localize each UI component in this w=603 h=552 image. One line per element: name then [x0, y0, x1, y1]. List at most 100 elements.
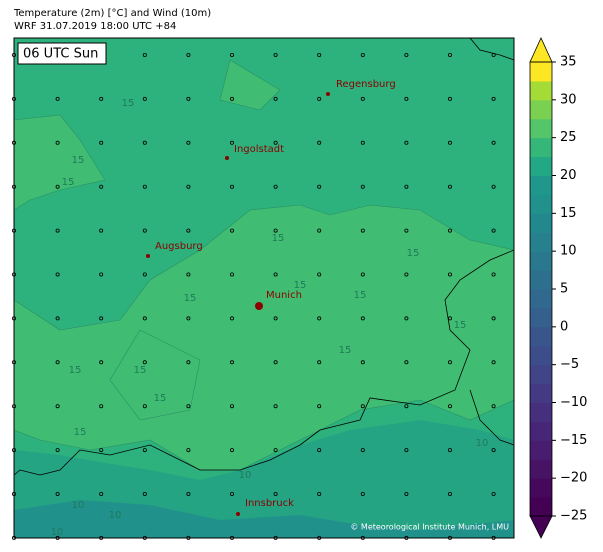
color-band — [530, 345, 552, 366]
wind-marker — [55, 448, 60, 453]
cities: Regensburg Ingolstadt Augsburg Munich Innsbr… — [146, 79, 396, 516]
wind-marker — [273, 491, 278, 496]
color-band — [530, 383, 552, 403]
contour-label: 15 — [69, 365, 82, 376]
extend-bottom — [529, 515, 553, 539]
wind-marker — [55, 316, 60, 321]
color-band — [530, 440, 552, 460]
wind-marker — [317, 228, 322, 233]
colorbar: −25 −20 −15 −10 −5 0 5 10 15 20 25 30 35 — [529, 37, 587, 539]
wind-marker — [273, 96, 278, 101]
wind-marker — [317, 272, 322, 277]
wind-marker — [317, 404, 322, 409]
color-band — [530, 194, 552, 214]
tick-label: 25 — [560, 130, 577, 145]
extend-top — [529, 37, 553, 63]
wind-marker — [404, 316, 409, 321]
tick-label: −15 — [560, 433, 587, 448]
border — [13, 37, 515, 476]
wind-marker — [186, 140, 191, 145]
wind-marker — [229, 140, 234, 145]
wind-marker — [273, 53, 278, 58]
wind-marker — [317, 316, 322, 321]
wind-marker — [55, 228, 60, 233]
wind-marker — [404, 53, 409, 58]
time-box — [17, 42, 107, 65]
tick-label: 30 — [560, 92, 577, 107]
color-band — [530, 478, 552, 498]
wind-marker — [360, 316, 365, 321]
wind-marker — [404, 140, 409, 145]
tick-label: −25 — [560, 509, 587, 524]
cold-area — [14, 500, 514, 538]
city-label: Munich — [266, 290, 302, 301]
wind-marker — [142, 96, 147, 101]
contour-label: 10 — [476, 438, 489, 449]
contour-label: 15 — [294, 280, 307, 291]
wind-marker — [273, 272, 278, 277]
wind-marker — [404, 404, 409, 409]
wind-marker — [55, 96, 60, 101]
wind-marker — [491, 360, 496, 365]
contour-label: 15 — [354, 290, 367, 301]
wind-marker — [229, 448, 234, 453]
contour-label: 15 — [74, 427, 87, 438]
wind-marker — [186, 404, 191, 409]
wind-marker — [186, 96, 191, 101]
wind-marker — [273, 140, 278, 145]
wind-marker — [99, 491, 104, 496]
wind-marker — [317, 491, 322, 496]
color-band — [530, 137, 552, 158]
wind-marker — [142, 53, 147, 58]
wind-marker — [99, 228, 104, 233]
wind-marker — [186, 184, 191, 189]
color-band — [530, 80, 552, 101]
wind-marker — [360, 53, 365, 58]
wind-marker — [491, 96, 496, 101]
wind-marker — [491, 316, 496, 321]
wind-marker — [99, 184, 104, 189]
wind-marker — [360, 491, 365, 496]
wind-marker — [360, 272, 365, 277]
wind-marker — [360, 404, 365, 409]
wind-marker — [360, 140, 365, 145]
contour-label: 10 — [51, 527, 64, 538]
wind-marker — [360, 360, 365, 365]
wind-marker — [186, 360, 191, 365]
wind-marker — [99, 448, 104, 453]
wind-marker — [360, 448, 365, 453]
wind-marker — [142, 272, 147, 277]
contour-label: 15 — [134, 365, 147, 376]
color-band — [530, 459, 552, 479]
wind-marker — [186, 53, 191, 58]
wind-marker — [55, 491, 60, 496]
wind-marker — [491, 491, 496, 496]
contour-label: 15 — [154, 393, 167, 404]
wind-marker — [491, 228, 496, 233]
wind-marker — [404, 491, 409, 496]
color-band — [530, 421, 552, 441]
wind-marker — [404, 184, 409, 189]
tick-label: 35 — [560, 55, 577, 70]
wind-marker — [491, 448, 496, 453]
contour-label: 15 — [184, 293, 197, 304]
wind-marker — [447, 140, 452, 145]
wind-marker — [360, 96, 365, 101]
color-band — [530, 497, 552, 517]
color-band — [530, 270, 552, 290]
color-band — [530, 364, 552, 385]
map-frame — [13, 37, 515, 539]
city-dot — [326, 92, 330, 96]
contour-label: 15 — [407, 248, 420, 259]
wind-marker — [491, 184, 496, 189]
wind-marker — [186, 272, 191, 277]
color-band — [530, 232, 552, 252]
wind-marker — [99, 272, 104, 277]
wind-marker — [447, 448, 452, 453]
wind-marker — [317, 140, 322, 145]
wind-marker — [99, 316, 104, 321]
wind-marker — [142, 316, 147, 321]
wind-marker — [55, 360, 60, 365]
wind-marker — [229, 228, 234, 233]
city-label: Ingolstadt — [234, 144, 284, 155]
